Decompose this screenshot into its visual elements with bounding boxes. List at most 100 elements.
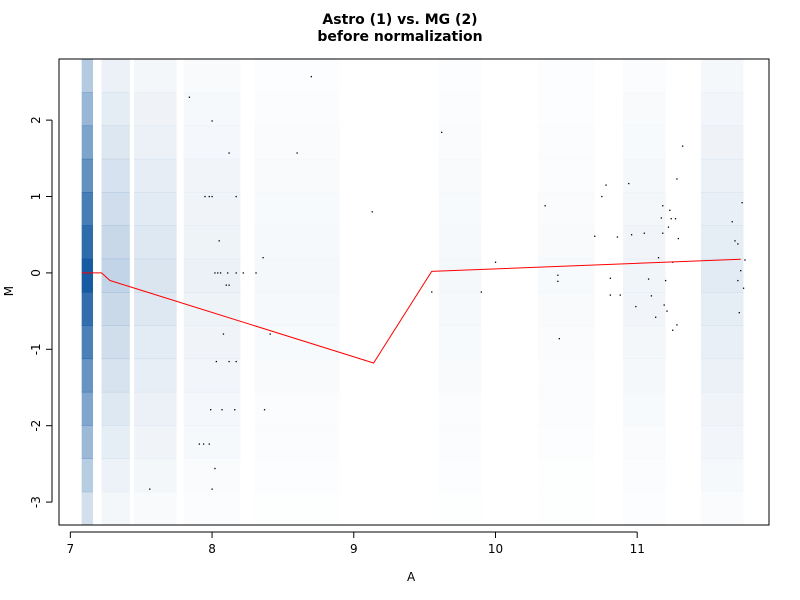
density-column-7-band-1 <box>623 92 666 126</box>
density-column-0-band-7 <box>81 292 94 326</box>
data-point-13 <box>235 272 237 274</box>
data-point-15 <box>255 272 257 274</box>
data-point-6 <box>211 195 213 198</box>
density-column-6-band-1 <box>538 92 595 126</box>
density-column-5-band-5 <box>439 225 482 259</box>
density-column-4-band-0 <box>255 59 340 93</box>
density-column-2-band-5 <box>134 225 177 260</box>
density-column-2-band-1 <box>134 92 177 127</box>
density-column-6-band-5 <box>538 225 595 259</box>
scatter-points <box>149 75 746 490</box>
data-point-10 <box>217 272 219 274</box>
density-column-7-band-8 <box>623 325 666 360</box>
density-column-0-band-2 <box>81 125 94 160</box>
density-column-3-band-4 <box>183 192 241 226</box>
data-point-41 <box>557 274 559 276</box>
density-column-8-band-12 <box>701 458 744 492</box>
data-point-58 <box>657 257 660 259</box>
data-point-24 <box>210 409 212 411</box>
data-point-4 <box>204 195 206 198</box>
data-point-81 <box>741 202 743 204</box>
density-column-0-band-10 <box>81 391 94 426</box>
data-point-45 <box>601 195 603 198</box>
density-column-5-band-1 <box>439 92 482 126</box>
density-column-5-band-7 <box>439 292 482 326</box>
density-column-7-band-7 <box>623 292 666 326</box>
density-column-4-band-10 <box>255 392 340 426</box>
data-point-31 <box>214 467 216 470</box>
data-point-17 <box>228 284 230 286</box>
data-point-47 <box>609 277 611 279</box>
data-point-74 <box>681 145 684 147</box>
density-column-5-band-9 <box>439 359 482 393</box>
data-point-69 <box>672 329 674 331</box>
density-column-0-band-9 <box>81 358 94 393</box>
density-column-1-band-4 <box>101 192 130 226</box>
density-column-3-band-7 <box>183 292 241 326</box>
data-point-59 <box>660 217 662 219</box>
x-tick-label-8: 8 <box>208 542 216 556</box>
density-column-0-band-4 <box>81 192 94 226</box>
data-point-22 <box>235 360 237 363</box>
density-column-5-band-12 <box>439 458 482 492</box>
density-column-0-band-3 <box>81 158 94 193</box>
data-point-19 <box>222 333 225 335</box>
data-point-28 <box>198 443 200 445</box>
x-tick-label-11: 11 <box>630 542 645 556</box>
density-column-2-band-2 <box>134 125 177 160</box>
y-tick-label-0: 0 <box>29 269 43 277</box>
density-column-4-band-11 <box>255 425 340 459</box>
density-column-7-band-4 <box>623 192 666 226</box>
data-point-3 <box>228 152 230 154</box>
density-column-8-band-9 <box>700 358 744 393</box>
data-point-78 <box>737 279 739 282</box>
density-column-1-band-6 <box>101 258 130 293</box>
density-column-5-band-11 <box>439 425 482 459</box>
density-column-7-band-13 <box>623 492 666 526</box>
data-point-16 <box>225 284 227 286</box>
density-column-1-band-10 <box>101 391 130 426</box>
density-column-8-band-2 <box>700 125 744 160</box>
density-column-1-band-13 <box>101 491 130 526</box>
density-column-0-band-0 <box>81 59 94 93</box>
density-column-6-band-7 <box>538 292 595 326</box>
chart-subtitle: before normalization <box>317 29 483 45</box>
data-point-43 <box>558 338 560 340</box>
density-column-7-band-3 <box>623 158 666 193</box>
data-point-27 <box>263 409 266 411</box>
density-column-7-band-5 <box>623 225 666 260</box>
data-point-56 <box>650 295 653 297</box>
density-column-0-band-13 <box>81 491 94 526</box>
data-point-67 <box>670 218 672 220</box>
density-column-4-band-12 <box>255 458 340 492</box>
data-point-44 <box>594 235 596 237</box>
density-column-7-band-6 <box>623 258 666 293</box>
density-column-3-band-9 <box>183 358 241 393</box>
density-column-5-band-0 <box>439 59 482 93</box>
density-column-5-band-4 <box>439 192 482 226</box>
density-column-4-band-13 <box>255 492 340 526</box>
data-point-54 <box>643 232 645 234</box>
density-column-3-band-13 <box>184 492 241 526</box>
density-column-6-band-9 <box>538 359 595 393</box>
y-tick-label--1: -1 <box>29 343 43 355</box>
data-point-0 <box>149 488 151 490</box>
density-column-1-band-1 <box>101 92 130 127</box>
density-column-6-band-6 <box>538 259 595 293</box>
data-point-1 <box>188 96 191 98</box>
data-point-18 <box>262 257 264 259</box>
data-point-61 <box>662 232 664 234</box>
density-column-3-band-6 <box>183 258 241 293</box>
data-point-57 <box>655 316 657 318</box>
density-column-7-band-9 <box>623 359 666 393</box>
density-column-4-band-5 <box>255 225 340 259</box>
data-point-80 <box>740 270 742 272</box>
density-column-2-band-12 <box>134 458 177 493</box>
density-column-4-band-2 <box>255 126 340 160</box>
density-column-3-band-11 <box>184 425 241 459</box>
data-point-11 <box>219 272 222 274</box>
data-point-34 <box>296 152 298 154</box>
data-point-8 <box>218 240 220 242</box>
density-column-7-band-12 <box>623 458 666 492</box>
